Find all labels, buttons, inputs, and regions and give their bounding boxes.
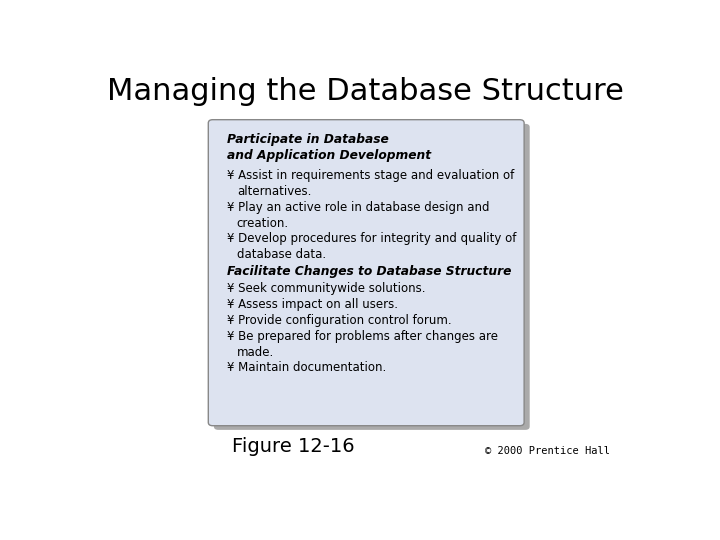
FancyBboxPatch shape bbox=[214, 124, 530, 430]
Text: ¥ Be prepared for problems after changes are: ¥ Be prepared for problems after changes… bbox=[227, 330, 498, 343]
Text: database data.: database data. bbox=[237, 248, 326, 261]
Text: ¥ Play an active role in database design and: ¥ Play an active role in database design… bbox=[227, 201, 489, 214]
Text: ¥ Develop procedures for integrity and quality of: ¥ Develop procedures for integrity and q… bbox=[227, 232, 516, 245]
Text: Figure 12-16: Figure 12-16 bbox=[233, 437, 355, 456]
Text: creation.: creation. bbox=[237, 217, 289, 230]
Text: © 2000 Prentice Hall: © 2000 Prentice Hall bbox=[485, 446, 610, 456]
Text: ¥ Assess impact on all users.: ¥ Assess impact on all users. bbox=[227, 298, 397, 311]
Text: ¥ Assist in requirements stage and evaluation of: ¥ Assist in requirements stage and evalu… bbox=[227, 169, 514, 182]
Text: Facilitate Changes to Database Structure: Facilitate Changes to Database Structure bbox=[227, 265, 511, 278]
Text: Managing the Database Structure: Managing the Database Structure bbox=[107, 77, 624, 106]
Text: ¥ Seek communitywide solutions.: ¥ Seek communitywide solutions. bbox=[227, 282, 426, 295]
Text: Participate in Database
and Application Development: Participate in Database and Application … bbox=[227, 133, 431, 162]
Text: ¥ Provide configuration control forum.: ¥ Provide configuration control forum. bbox=[227, 314, 451, 327]
Text: made.: made. bbox=[237, 346, 274, 359]
Text: alternatives.: alternatives. bbox=[237, 185, 311, 198]
FancyBboxPatch shape bbox=[208, 120, 524, 426]
Text: ¥ Maintain documentation.: ¥ Maintain documentation. bbox=[227, 361, 386, 374]
